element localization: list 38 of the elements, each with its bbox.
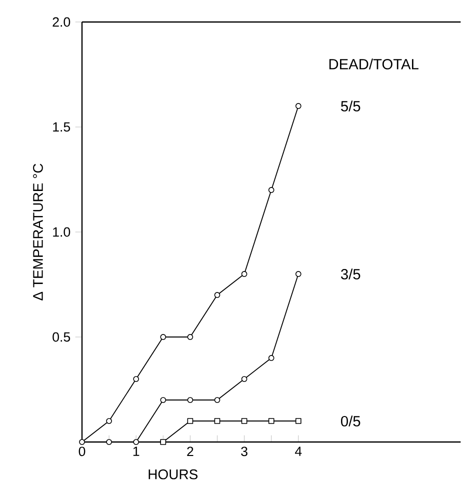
point (133, 376, 140, 382)
point (160, 397, 166, 403)
point (79, 439, 85, 445)
text: 5/5 (341, 100, 360, 112)
point (106, 418, 112, 424)
point (187, 334, 194, 340)
point (187, 397, 194, 403)
point (268, 355, 274, 361)
point (214, 418, 220, 424)
y-tick-label: 2.0 (52, 17, 70, 27)
text: 3/5 (340, 268, 360, 280)
point (295, 271, 302, 277)
point (160, 439, 166, 445)
x-tick-label: 0 (78, 446, 86, 456)
point (268, 187, 274, 193)
point (160, 334, 166, 340)
point (133, 439, 140, 445)
y-tick-label: 1.5 (53, 122, 70, 132)
x-tick-label: 2 (187, 446, 194, 456)
point (106, 439, 112, 445)
x-tick-label: 1 (133, 446, 140, 456)
y-axis-title: Δ TEMPERATURE °C (33, 164, 43, 300)
point (241, 376, 248, 382)
point (187, 418, 194, 424)
x-axis-title: HOURS (148, 469, 198, 480)
point (214, 397, 220, 403)
text: 0/5 (340, 416, 360, 426)
y-tick-label: 0.5 (52, 332, 70, 342)
x-tick-label: 4 (294, 446, 302, 456)
point (241, 271, 248, 277)
point (214, 292, 220, 298)
point (295, 418, 302, 424)
point (268, 418, 274, 424)
legend-title: DEAD/TOTAL (329, 58, 418, 70)
point (295, 103, 302, 109)
point (241, 418, 248, 424)
x-tick-label: 3 (241, 446, 248, 456)
y-tick-label: 1.0 (53, 227, 70, 237)
